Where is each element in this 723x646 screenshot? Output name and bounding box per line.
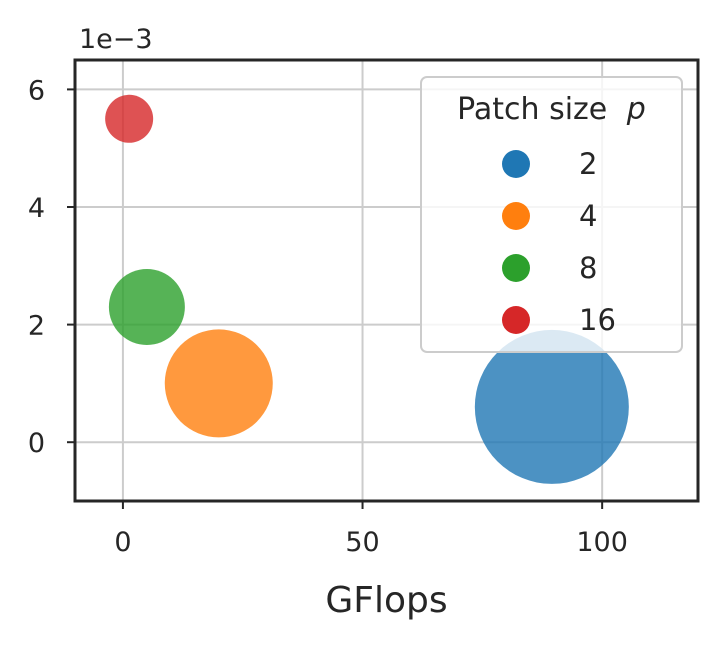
legend-label-8: 8 [579,251,597,285]
legend-items: 2 4 8 16 [502,147,616,337]
y-tick-label: 2 [28,311,45,342]
legend-box [420,76,683,353]
legend-marker-4 [502,202,530,230]
legend-label-4: 4 [579,199,597,233]
y-exponent-label: 1e−3 [79,24,153,55]
bubble-point-8 [108,268,185,345]
y-tick-label: 0 [28,428,45,459]
bubble-point-2 [474,329,629,484]
legend-label-16: 16 [579,303,616,337]
legend-marker-8 [502,254,530,282]
plot-frame [73,58,700,503]
y-tick-label: 6 [28,75,45,106]
x-axis-label: GFlops [325,580,447,621]
legend: Patch size p 2 4 8 16 [420,76,683,353]
x-axis-ticks: 0 50 100 [114,501,628,558]
x-tick-label: 50 [345,527,379,558]
y-axis-ticks: 0 2 4 6 [28,75,75,459]
bubble-point-4 [164,329,273,438]
x-tick-label: 100 [576,527,628,558]
bubble-series [105,94,629,484]
bubble-point-16 [105,94,154,143]
legend-title-text: Patch size [457,92,607,127]
legend-title: Patch size p [457,92,646,127]
y-tick-label: 4 [28,193,45,224]
legend-label-2: 2 [579,147,597,181]
legend-title-var: p [626,92,646,127]
x-tick-label: 0 [114,527,131,558]
legend-marker-16 [502,306,530,334]
legend-marker-2 [502,150,530,178]
